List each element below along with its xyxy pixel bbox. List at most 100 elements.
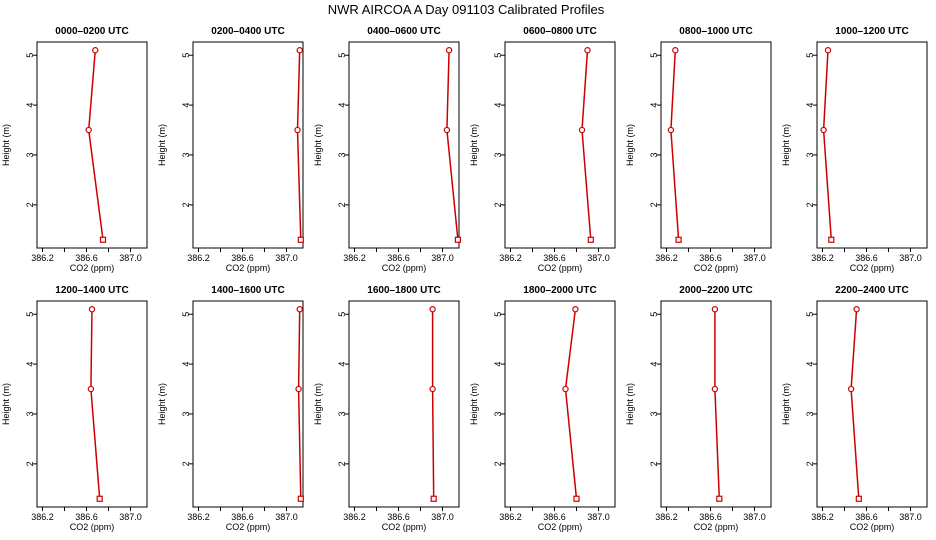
y-axis-label: Height (m) [469,124,479,166]
profile-point [853,306,860,313]
x-tick-label: 386.2 [187,512,210,522]
profile-point [429,385,436,393]
y-tick-label: 4 [181,103,191,108]
x-axis-label: CO2 (ppm) [70,522,115,532]
y-axis-label: Height (m) [781,383,791,425]
x-tick-label: 386.6 [855,253,878,263]
y-axis-label: Height (m) [781,124,791,166]
panel-title: 1800–2000 UTC [523,285,596,296]
profile-line [87,50,104,240]
y-tick-label: 4 [25,362,35,367]
profile-point [855,495,862,502]
x-tick-label: 386.2 [499,512,522,522]
x-axis-label: CO2 (ppm) [382,522,427,532]
y-tick-label: 4 [25,103,35,108]
x-axis-label: CO2 (ppm) [382,263,427,273]
profile-point [716,495,723,502]
x-axis-label: CO2 (ppm) [694,263,739,273]
y-tick-label: 2 [805,461,815,466]
y-tick-label: 5 [181,53,191,58]
x-tick-label: 386.2 [343,253,366,263]
y-tick-label: 4 [181,362,191,367]
profile-point [587,236,594,243]
y-axis-label: Height (m) [1,124,11,166]
profile-point [828,236,835,243]
y-axis-label: Height (m) [313,383,323,425]
x-tick-label: 386.6 [387,512,410,522]
y-tick-label: 5 [337,53,347,58]
x-tick-label: 386.6 [699,253,722,263]
y-tick-label: 4 [337,103,347,108]
y-tick-label: 2 [25,461,35,466]
panel-grid: 0000–0200 UTC 386.2 386.6 387.0 2 3 4 5 CO2 (ppm… [1,26,928,532]
x-axis-label: CO2 (ppm) [538,263,583,273]
x-tick-label: 387.0 [587,253,610,263]
profile-point [296,47,303,54]
panel-title: 2000–2200 UTC [679,285,752,296]
y-tick-label: 2 [493,202,503,207]
x-tick-label: 387.0 [431,512,454,522]
panel-title: 1200–1400 UTC [55,285,128,296]
y-tick-label: 3 [805,152,815,157]
x-axis-label: CO2 (ppm) [70,263,115,273]
profile-point [584,47,591,54]
plot-frame [816,41,928,249]
profile-point [578,126,586,134]
x-tick-label: 386.2 [655,512,678,522]
y-tick-label: 5 [25,53,35,58]
profile-line [714,309,721,499]
y-tick-label: 4 [805,362,815,367]
profile-point [429,306,436,313]
profile-point [443,126,451,134]
panel-3: 0400–0600 UTC 386.2 386.6 387.0 2 3 4 5 CO2 (ppm… [313,26,461,273]
y-tick-label: 5 [805,312,815,317]
profile-point [297,236,304,243]
y-axis-label: Height (m) [625,124,635,166]
panel-11: 2000–2200 UTC 386.2 386.6 387.0 2 3 4 5 CO2 (ppm… [625,285,772,532]
profile-point [85,126,92,134]
profile-point [711,306,719,313]
y-tick-label: 4 [805,103,815,108]
panel-10: 1800–2000 UTC 386.2 386.6 387.0 2 3 4 5 CO2 (ppm… [469,285,616,532]
profile-point [99,236,107,243]
plot-frame [816,300,928,508]
panel-9: 1600–1800 UTC 386.2 386.6 387.0 2 3 4 5 CO2 (ppm… [313,285,460,532]
y-tick-label: 3 [181,411,191,416]
y-tick-label: 5 [649,53,659,58]
x-tick-label: 387.0 [743,253,766,263]
x-tick-label: 386.6 [543,253,566,263]
y-tick-label: 4 [493,362,503,367]
profile-point [295,385,302,393]
profile-line [670,50,680,240]
y-tick-label: 3 [25,152,35,157]
y-axis-label: Height (m) [157,383,167,425]
y-tick-label: 5 [493,312,503,317]
profile-point [297,495,304,502]
y-tick-label: 3 [493,411,503,416]
panel-title: 0200–0400 UTC [211,26,284,37]
profile-line [446,50,459,240]
x-tick-label: 386.2 [343,512,366,522]
panel-1: 0000–0200 UTC 386.2 386.6 387.0 2 3 4 5 CO2 (ppm… [1,26,148,273]
panel-6: 1000–1200 UTC 386.2 386.6 387.0 2 3 4 5 CO2 (ppm… [781,26,928,273]
y-tick-label: 3 [805,411,815,416]
x-tick-label: 386.6 [231,512,254,522]
panel-title: 0800–1000 UTC [679,26,752,37]
plot-frame [348,300,460,508]
x-tick-label: 386.2 [187,253,210,263]
x-axis-label: CO2 (ppm) [850,263,895,273]
y-tick-label: 5 [25,312,35,317]
x-tick-label: 387.0 [275,253,298,263]
x-tick-label: 386.6 [855,512,878,522]
profile-point [572,306,579,313]
panel-5: 0800–1000 UTC 386.2 386.6 387.0 2 3 4 5 CO2 (ppm… [625,26,772,273]
panel-title: 0400–0600 UTC [367,26,440,37]
y-tick-label: 2 [25,202,35,207]
y-tick-label: 2 [649,202,659,207]
profile-point [711,385,719,393]
plot-frame [192,41,304,249]
profile-point [296,306,303,313]
panel-7: 1200–1400 UTC 386.2 386.6 387.0 2 3 4 5 CO2 (ppm… [1,285,148,532]
x-axis-label: CO2 (ppm) [694,522,739,532]
profile-point [820,126,827,134]
